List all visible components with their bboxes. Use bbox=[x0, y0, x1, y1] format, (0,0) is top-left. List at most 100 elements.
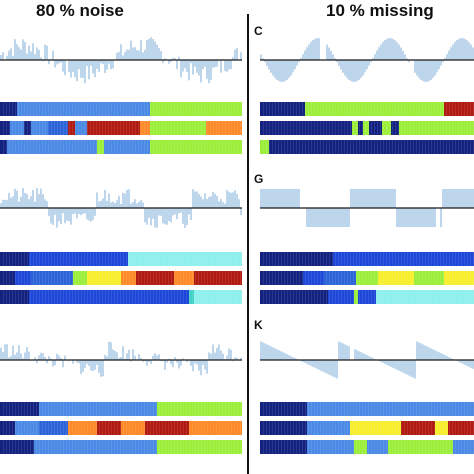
state-segment bbox=[121, 421, 146, 435]
state-segment bbox=[260, 290, 329, 304]
state-sequence-noise-2 bbox=[0, 252, 242, 304]
state-segment bbox=[452, 440, 474, 454]
state-segment bbox=[307, 421, 350, 435]
state-segment bbox=[358, 290, 376, 304]
state-segment bbox=[448, 421, 474, 435]
state-segment bbox=[414, 271, 445, 285]
state-segment bbox=[390, 121, 400, 135]
state-segment bbox=[75, 121, 88, 135]
state-segment bbox=[358, 121, 363, 135]
state-segment bbox=[193, 271, 242, 285]
state-segment bbox=[31, 121, 49, 135]
state-segment bbox=[87, 271, 121, 285]
state-segment bbox=[72, 271, 88, 285]
state-segment bbox=[381, 121, 391, 135]
state-segment bbox=[29, 290, 189, 304]
state-segment bbox=[260, 402, 308, 416]
state-row bbox=[260, 102, 474, 116]
signal-trace-noise-2 bbox=[0, 188, 242, 228]
state-segment bbox=[388, 440, 453, 454]
state-segment bbox=[0, 271, 15, 285]
state-segment bbox=[67, 121, 75, 135]
state-segment bbox=[145, 421, 189, 435]
state-segment bbox=[48, 121, 68, 135]
state-segment bbox=[157, 440, 242, 454]
signal-trace-missing-1 bbox=[260, 38, 474, 82]
state-segment bbox=[0, 402, 39, 416]
state-sequence-missing-3 bbox=[260, 402, 474, 454]
state-segment bbox=[362, 121, 370, 135]
state-segment bbox=[444, 102, 474, 116]
state-segment bbox=[174, 271, 194, 285]
title-10-missing: 10 % missing bbox=[326, 1, 434, 20]
state-row bbox=[260, 290, 474, 304]
state-segment bbox=[87, 121, 141, 135]
state-segment bbox=[377, 271, 415, 285]
state-segment bbox=[9, 121, 25, 135]
state-segment bbox=[188, 290, 194, 304]
panel-label-c: C bbox=[254, 24, 263, 38]
state-segment bbox=[369, 121, 382, 135]
state-segment bbox=[31, 271, 73, 285]
state-segment bbox=[121, 271, 136, 285]
state-segment bbox=[193, 290, 242, 304]
state-segment bbox=[260, 271, 303, 285]
state-segment bbox=[135, 271, 175, 285]
state-segment bbox=[328, 290, 355, 304]
state-segment bbox=[16, 102, 151, 116]
state-row bbox=[0, 271, 242, 285]
state-row bbox=[260, 421, 474, 435]
state-row bbox=[260, 121, 474, 135]
state-row bbox=[0, 402, 242, 416]
state-segment bbox=[96, 421, 121, 435]
state-row bbox=[0, 252, 242, 266]
state-sequence-noise-1 bbox=[0, 102, 242, 154]
state-segment bbox=[307, 440, 355, 454]
state-segment bbox=[0, 421, 15, 435]
state-segment bbox=[0, 102, 17, 116]
signal-trace-missing-2 bbox=[260, 189, 474, 227]
state-row bbox=[0, 121, 242, 135]
state-segment bbox=[128, 252, 242, 266]
state-segment bbox=[349, 421, 402, 435]
state-segment bbox=[150, 121, 170, 135]
state-segment bbox=[0, 290, 30, 304]
state-row bbox=[0, 140, 242, 154]
state-segment bbox=[157, 402, 242, 416]
panel-label-k: K bbox=[254, 318, 263, 332]
state-row bbox=[0, 290, 242, 304]
state-segment bbox=[104, 140, 151, 154]
state-segment bbox=[140, 121, 151, 135]
state-segment bbox=[354, 440, 367, 454]
state-segment bbox=[14, 271, 32, 285]
state-segment bbox=[150, 102, 242, 116]
state-sequence-noise-3 bbox=[0, 402, 242, 454]
state-segment bbox=[67, 421, 97, 435]
state-segment bbox=[33, 440, 158, 454]
state-segment bbox=[0, 252, 30, 266]
state-segment bbox=[150, 140, 242, 154]
state-segment bbox=[435, 421, 449, 435]
state-row bbox=[260, 252, 474, 266]
state-segment bbox=[260, 421, 308, 435]
state-segment bbox=[29, 252, 129, 266]
state-segment bbox=[356, 271, 378, 285]
state-sequence-missing-1 bbox=[260, 102, 474, 154]
state-segment bbox=[14, 421, 39, 435]
state-segment bbox=[444, 271, 474, 285]
state-row bbox=[260, 402, 474, 416]
state-segment bbox=[401, 421, 436, 435]
state-segment bbox=[302, 271, 325, 285]
state-segment bbox=[307, 402, 474, 416]
state-row bbox=[0, 102, 242, 116]
state-segment bbox=[324, 271, 357, 285]
state-segment bbox=[260, 252, 333, 266]
state-segment bbox=[260, 140, 269, 154]
state-segment bbox=[169, 121, 206, 135]
state-row bbox=[260, 440, 474, 454]
state-row bbox=[0, 421, 242, 435]
state-segment bbox=[38, 402, 158, 416]
state-segment bbox=[0, 440, 34, 454]
state-segment bbox=[260, 102, 305, 116]
state-segment bbox=[96, 140, 105, 154]
